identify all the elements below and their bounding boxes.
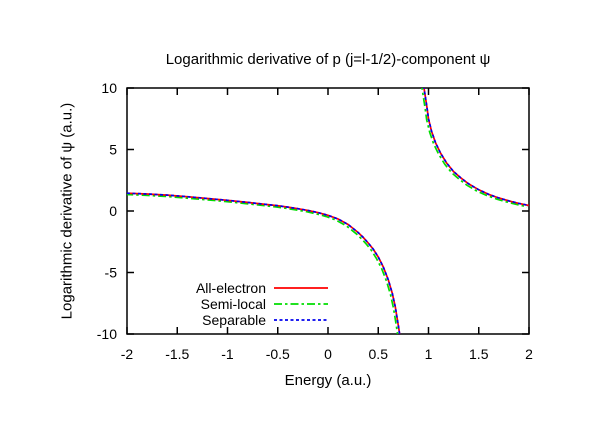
- x-tick-label: 2: [525, 346, 533, 362]
- x-tick-label: 1.5: [469, 346, 489, 362]
- x-tick-label: -1: [221, 346, 234, 362]
- legend-line-all-electron: [274, 287, 328, 289]
- series-semi-local-right: [421, 88, 528, 208]
- series-all-electron-right: [423, 88, 529, 207]
- legend-label-separable: Separable: [202, 312, 266, 328]
- series-separable-left: [127, 192, 401, 334]
- y-tick-label: 5: [109, 142, 117, 158]
- y-tick-label: -5: [105, 265, 118, 281]
- series-separable-right: [423, 88, 529, 207]
- legend-line-semi-local: [274, 303, 328, 305]
- chart-title: Logarithmic derivative of p (j=l-1/2)-co…: [165, 51, 491, 68]
- x-tick-label: -1.5: [165, 346, 189, 362]
- x-tick-label: -0.5: [266, 346, 290, 362]
- legend-item-all-electron: All-electron: [196, 280, 328, 296]
- x-axis-label: Energy (a.u.): [284, 372, 372, 389]
- plot-border: [126, 87, 530, 335]
- x-tick-label: -2: [121, 346, 134, 362]
- legend-label-semi-local: Semi-local: [200, 296, 266, 312]
- y-tick-label: -10: [97, 326, 117, 342]
- legend-item-semi-local: Semi-local: [196, 296, 328, 312]
- y-tick-label: 10: [101, 80, 117, 96]
- y-tick-label: 0: [109, 203, 117, 219]
- legend: All-electron Semi-local Separable: [196, 280, 328, 328]
- x-tick-label: 1: [425, 346, 433, 362]
- x-tick-label: 0: [324, 346, 332, 362]
- x-tick-label: 0.5: [369, 346, 389, 362]
- legend-item-separable: Separable: [196, 312, 328, 328]
- series-semi-local-left: [127, 193, 399, 334]
- legend-label-all-electron: All-electron: [195, 280, 266, 296]
- legend-line-separable: [274, 319, 328, 321]
- series-group: [127, 88, 529, 334]
